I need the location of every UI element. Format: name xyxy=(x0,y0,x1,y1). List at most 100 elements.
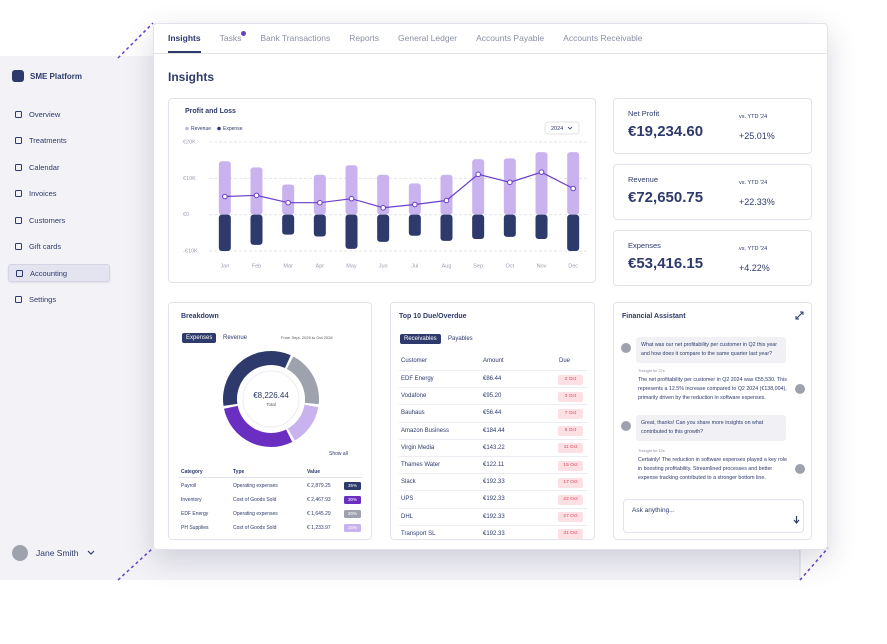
donut-total: €8,226.44 xyxy=(253,391,289,400)
y-tick-label: €20K xyxy=(183,139,196,145)
table-cell: €122.11 xyxy=(483,462,505,468)
tab[interactable]: Tasks xyxy=(220,24,247,53)
nav-item[interactable]: Customers xyxy=(8,212,110,230)
nav-icon xyxy=(15,137,22,145)
chevron xyxy=(567,126,573,130)
table-cell: Cost of Goods Sold xyxy=(233,497,277,503)
avatar xyxy=(621,421,631,431)
table-cell: €86.44 xyxy=(483,376,502,382)
line-point xyxy=(317,199,323,206)
assistant-message: The net profitability per customer in Q2… xyxy=(638,377,787,401)
kpi-change: +22.33% xyxy=(739,197,775,207)
tab-bar: Insights Tasks Bank Transactions Reports Gen… xyxy=(168,24,643,53)
table-cell: Vodafone xyxy=(401,393,427,400)
nav-label: Settings xyxy=(29,294,57,304)
y-tick-label: €10K xyxy=(183,176,196,182)
chat-input[interactable]: Ask anything... xyxy=(623,499,804,533)
bar xyxy=(345,214,358,249)
table-cell: € 2,879.25 xyxy=(307,483,331,489)
page-title: Insights xyxy=(168,70,215,84)
due-badge: 11 Oct xyxy=(558,443,583,454)
assistant-card: Financial Assistant Ask anything... What… xyxy=(613,302,812,540)
nav-item[interactable]: Settings xyxy=(8,291,110,309)
table-cell: €192.33 xyxy=(483,513,505,520)
bar xyxy=(313,214,326,237)
nav-item[interactable]: Invoices xyxy=(8,185,110,203)
kpi-card: Net Profit €19,234.60 vs. YTD '24 +25.01% xyxy=(613,98,812,154)
due-badge: 8 Oct xyxy=(558,426,583,437)
tab[interactable]: Bank Transactions xyxy=(260,33,331,43)
x-tick-label: Nov xyxy=(537,263,547,269)
bar xyxy=(535,214,548,240)
bar xyxy=(408,183,421,215)
bar xyxy=(282,184,295,215)
nav-label: Accounting xyxy=(30,269,68,279)
bar xyxy=(218,214,231,251)
show-all[interactable]: Show all xyxy=(329,451,348,457)
tab[interactable]: Receivables xyxy=(400,334,441,344)
tab[interactable]: Accounts Receivable xyxy=(563,33,643,43)
bar xyxy=(250,167,263,215)
x-tick-label: Feb xyxy=(252,263,261,269)
donut-segment xyxy=(287,404,319,441)
table-cell: €192.33 xyxy=(483,530,505,537)
kpi-label: Net Profit xyxy=(628,109,660,118)
nav-item[interactable]: Calendar xyxy=(8,159,110,177)
table-header: Value xyxy=(307,469,321,475)
bar xyxy=(440,174,453,215)
nav-icon xyxy=(15,190,22,198)
donut-inner xyxy=(242,370,300,428)
due-badge: 27 Oct xyxy=(558,512,583,523)
tab[interactable]: Reports xyxy=(349,33,380,43)
due-card: Top 10 Due/Overdue Receivables Payables … xyxy=(390,302,595,540)
date-range[interactable]: From Sept. 2025 to Oct 2026 xyxy=(281,335,333,340)
tab[interactable]: General Ledger xyxy=(398,33,458,43)
user-menu[interactable]: Jane Smith xyxy=(12,545,95,561)
kpi-value: €72,650.75 xyxy=(628,189,704,206)
tab[interactable]: Insights xyxy=(168,24,201,53)
kpi-change: +25.01% xyxy=(739,131,775,141)
chart: Profit and Loss 2024 -€10K €0 €10K €20K Reve… xyxy=(183,108,589,269)
tab[interactable]: Expenses xyxy=(182,333,217,343)
nav-icon xyxy=(15,295,22,303)
table-cell: €143.22 xyxy=(483,444,505,451)
table-header: Category xyxy=(181,469,203,475)
bar xyxy=(567,214,580,251)
due-badge: 3 Oct xyxy=(558,391,583,402)
card-title: Top 10 Due/Overdue xyxy=(399,313,467,320)
x-tick-label: Mar xyxy=(283,263,293,269)
line-point xyxy=(348,195,355,202)
year-select[interactable] xyxy=(544,121,580,135)
line-point xyxy=(570,185,576,192)
expand-icon[interactable] xyxy=(795,311,804,320)
nav-item[interactable]: Overview xyxy=(8,106,110,124)
tab[interactable]: Payables xyxy=(448,336,473,342)
table-cell: €184.44 xyxy=(483,427,505,434)
legend-swatch xyxy=(185,126,189,131)
line-point xyxy=(475,171,481,178)
table-cell: Cost of Goods Sold xyxy=(233,525,277,531)
row-divider xyxy=(399,456,588,457)
row-divider xyxy=(399,438,588,440)
user-message: What was our net profitability per custo… xyxy=(636,337,786,363)
line-point xyxy=(285,199,291,206)
nav-item[interactable]: Accounting xyxy=(8,264,110,283)
tab[interactable]: Revenue xyxy=(223,335,248,341)
nav-item[interactable]: Treatments xyxy=(8,132,110,150)
send-icon[interactable] xyxy=(793,516,800,524)
x-tick-label: Jan xyxy=(220,263,229,269)
tab[interactable]: Accounts Payable xyxy=(476,33,545,43)
line-point xyxy=(412,201,418,208)
nav-item[interactable]: Gift cards xyxy=(8,238,110,256)
share-badge: 30% xyxy=(344,496,361,504)
donut-total-label: Total xyxy=(266,402,276,407)
row-divider xyxy=(399,370,588,371)
decor-line xyxy=(117,22,154,59)
decor-line xyxy=(117,547,154,581)
avatar xyxy=(795,464,805,474)
table-cell: € 1,645.29 xyxy=(307,511,331,517)
bar xyxy=(472,159,485,215)
avatar xyxy=(795,384,805,394)
year-label: 2024 xyxy=(551,126,563,132)
